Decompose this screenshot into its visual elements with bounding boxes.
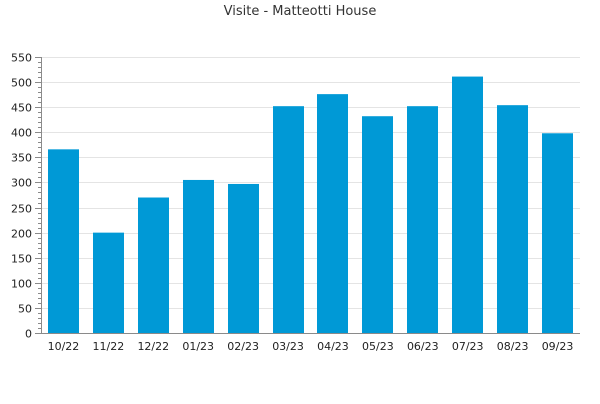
y-tick-label: 300 — [11, 177, 32, 190]
x-tick-label: 02/23 — [227, 340, 259, 353]
bar-09-23 — [542, 133, 573, 333]
y-tick-label: 350 — [11, 152, 32, 165]
x-tick-label: 07/23 — [452, 340, 484, 353]
x-tick-label: 05/23 — [362, 340, 394, 353]
axis-layer — [35, 57, 580, 334]
y-tick-label: 100 — [11, 278, 32, 291]
bar-01-23 — [183, 179, 214, 333]
chart-title: Visite - Matteotti House — [224, 4, 377, 19]
y-tick-label: 400 — [11, 127, 32, 140]
grid-layer — [41, 57, 580, 309]
y-tick-labels: 0 50 100 150 200 250 300 350 400 450 500 550 — [11, 52, 32, 341]
x-tick-label: 12/22 — [137, 340, 169, 353]
y-tick-label: 200 — [11, 228, 32, 241]
x-tick-label: 08/23 — [497, 340, 529, 353]
y-tick-label: 250 — [11, 203, 32, 216]
x-tick-labels: 10/22 11/22 12/22 01/23 02/23 03/23 04/23 05/23… — [48, 340, 574, 353]
bar-05-23 — [362, 116, 393, 334]
x-tick-label: 10/22 — [48, 340, 80, 353]
bar-12-22 — [138, 197, 169, 333]
x-tick-label: 11/22 — [93, 340, 125, 353]
bar-04-23 — [317, 94, 348, 333]
y-tick-label: 500 — [11, 77, 32, 90]
y-tick-label: 450 — [11, 102, 32, 115]
y-tick-label: 50 — [18, 303, 32, 316]
x-tick-label: 06/23 — [407, 340, 439, 353]
bar-02-23 — [228, 183, 259, 333]
bar-11-22 — [93, 232, 124, 333]
bar-08-23 — [497, 105, 528, 333]
bar-07-23 — [452, 76, 483, 333]
bar-03-23 — [273, 106, 304, 333]
y-tick-label: 550 — [11, 52, 32, 65]
x-tick-label: 04/23 — [317, 340, 349, 353]
x-tick-label: 01/23 — [182, 340, 214, 353]
y-tick-label: 150 — [11, 253, 32, 266]
bar-10-22 — [48, 149, 79, 333]
x-tick-label: 03/23 — [272, 340, 304, 353]
y-tick-label: 0 — [25, 328, 32, 341]
x-tick-label: 09/23 — [542, 340, 574, 353]
bar-layer — [48, 76, 573, 334]
bar-06-23 — [407, 106, 438, 333]
